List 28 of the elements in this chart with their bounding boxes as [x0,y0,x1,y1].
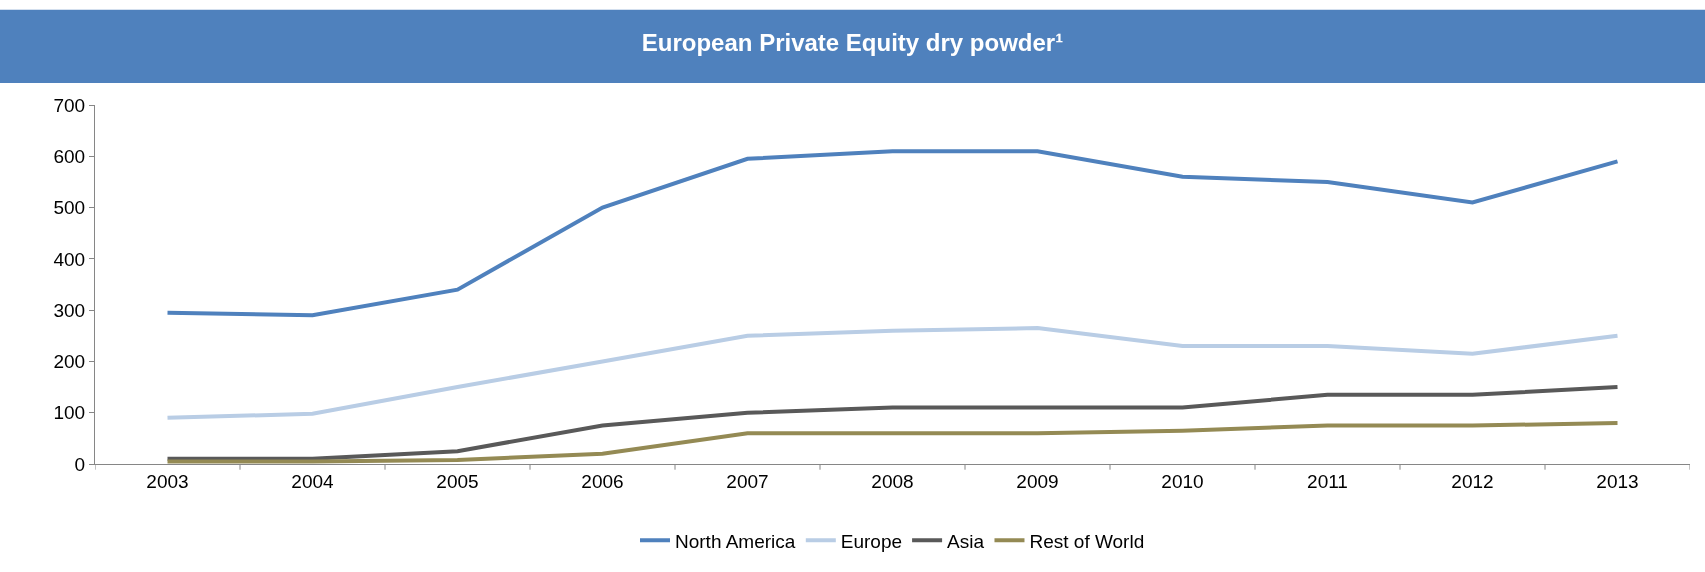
y-tick-label: 500 [53,197,86,219]
line-series [165,420,1620,464]
x-tick-label: 2005 [436,470,479,492]
legend-label: Europe [840,530,903,552]
x-tick-label: 2007 [726,470,769,492]
y-tick-label: 200 [53,351,86,373]
chart-title: European Private Equity dry powder¹ [641,29,1064,57]
x-tick-label: 2008 [871,470,914,492]
line-series [165,385,1620,461]
line-series [165,326,1620,420]
x-tick-label: 2011 [1307,470,1348,492]
x-tick-label: 2004 [291,470,335,492]
x-tick-label: 2013 [1596,470,1639,492]
line-series [165,149,1620,318]
x-tick-label: 2010 [1161,470,1204,492]
y-tick-label: 600 [53,145,86,167]
x-tick-label: 2003 [146,470,189,492]
x-tick-label: 2006 [581,470,624,492]
x-tick-label: 2009 [1016,470,1059,492]
legend-label: Asia [947,530,985,552]
legend-label: Rest of World [1029,530,1145,552]
y-tick-label: 100 [53,402,86,424]
y-tick-label: 400 [53,248,86,270]
y-tick-label: 300 [53,299,86,321]
x-tick-label: 2012 [1451,470,1494,492]
legend-label: North America [675,530,796,552]
y-tick-label: 700 [53,94,86,116]
y-tick-label: 0 [74,453,86,475]
